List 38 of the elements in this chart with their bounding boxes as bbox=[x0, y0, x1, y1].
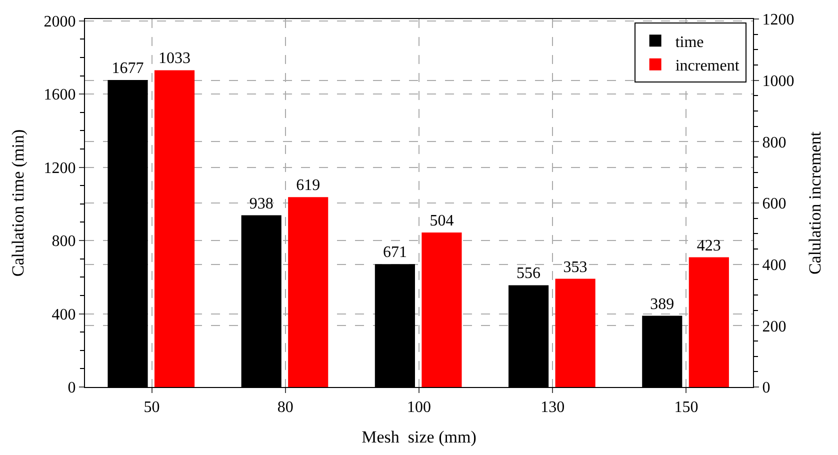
data-label: 556 bbox=[516, 265, 541, 282]
y-tick-label: 2000 bbox=[44, 13, 76, 30]
x-tick-label: 50 bbox=[144, 399, 160, 416]
data-label: 423 bbox=[696, 237, 721, 254]
y2-tick-label: 800 bbox=[762, 134, 786, 152]
data-label: 1677 bbox=[112, 60, 144, 77]
data-label: 938 bbox=[249, 195, 274, 212]
y-axis-title: Calulation time (min) bbox=[8, 129, 28, 277]
x-tick-label: 80 bbox=[277, 399, 294, 416]
legend-label: time bbox=[675, 34, 704, 51]
y2-axis-title: Calulation increment bbox=[806, 131, 825, 275]
x-tick-label: 100 bbox=[407, 399, 431, 416]
bar bbox=[555, 278, 596, 387]
data-label: 353 bbox=[563, 258, 588, 276]
y-tick-label: 0 bbox=[68, 380, 76, 397]
data-label: 671 bbox=[382, 244, 407, 262]
data-label: 1033 bbox=[158, 50, 191, 68]
legend-label: increment bbox=[675, 58, 740, 75]
data-label: 504 bbox=[430, 212, 454, 230]
y2-tick-label: 1000 bbox=[762, 72, 794, 90]
bar bbox=[154, 70, 195, 387]
y2-tick-label: 600 bbox=[762, 196, 786, 213]
bar bbox=[688, 257, 729, 387]
y2-tick-label: 0 bbox=[762, 380, 770, 397]
y-tick-label: 800 bbox=[52, 233, 76, 250]
x-tick-label: 150 bbox=[674, 399, 698, 416]
x-axis-title: Mesh size (mm) bbox=[362, 428, 476, 447]
y2-tick-label: 200 bbox=[762, 318, 786, 336]
y-tick-label: 1600 bbox=[44, 86, 76, 104]
y-tick-label: 1200 bbox=[44, 160, 76, 177]
bar bbox=[422, 232, 462, 387]
data-label: 619 bbox=[296, 177, 320, 194]
data-label: 389 bbox=[650, 296, 674, 313]
x-tick-label: 130 bbox=[540, 399, 565, 416]
y2-tick-label: 1200 bbox=[762, 12, 794, 29]
bar bbox=[288, 197, 328, 387]
y-tick-label: 400 bbox=[52, 306, 76, 324]
y2-tick-label: 400 bbox=[762, 256, 786, 274]
